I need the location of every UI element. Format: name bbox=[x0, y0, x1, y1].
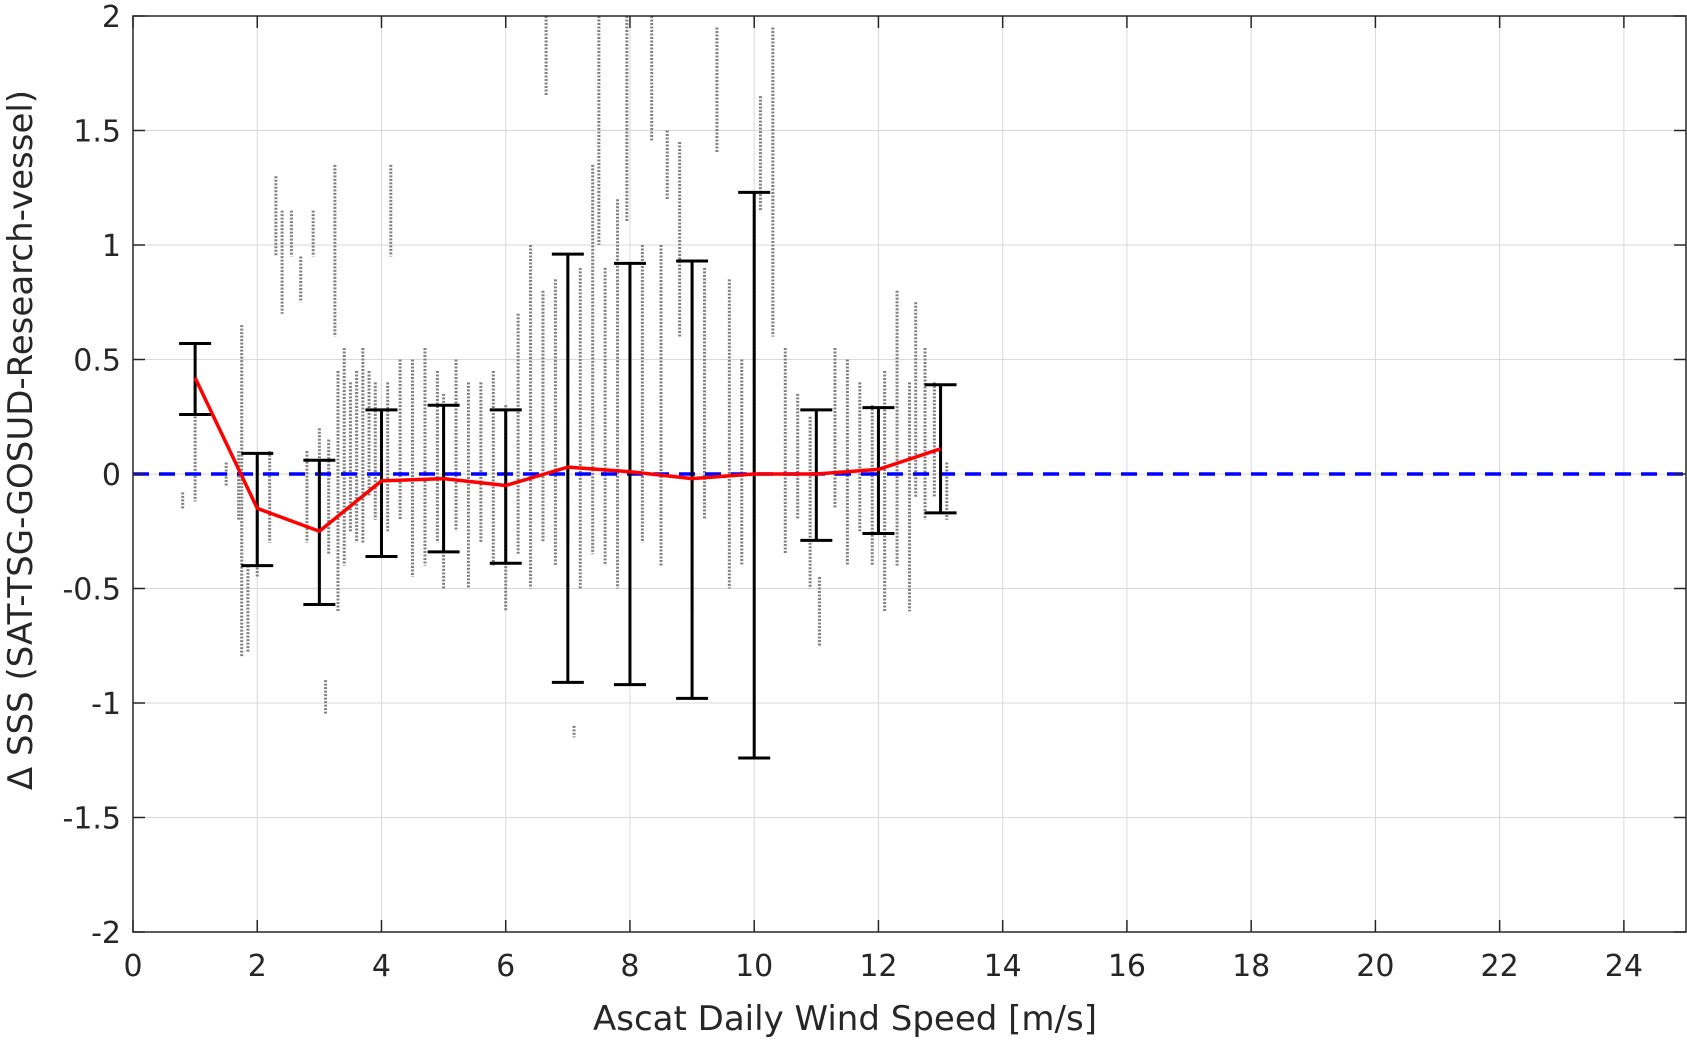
y-tick-label: 0.5 bbox=[73, 344, 121, 379]
scatter-points bbox=[181, 16, 949, 738]
y-tick-label: 0 bbox=[102, 458, 121, 493]
x-tick-label: 0 bbox=[123, 949, 142, 984]
x-tick-label: 2 bbox=[248, 949, 267, 984]
y-tick-label: 1 bbox=[102, 229, 121, 264]
x-tick-label: 24 bbox=[1605, 949, 1643, 984]
x-tick-labels: 0 2 4 6 8 10 12 14 16 18 20 22 24 bbox=[123, 949, 1643, 984]
mean-line-layer bbox=[193, 377, 942, 533]
x-tick-label: 10 bbox=[735, 949, 773, 984]
x-tick-label: 6 bbox=[496, 949, 515, 984]
x-tick-label: 18 bbox=[1232, 949, 1270, 984]
x-tick-label: 22 bbox=[1481, 949, 1519, 984]
error-bar bbox=[365, 408, 398, 558]
y-tick-label: -1.5 bbox=[62, 802, 121, 837]
y-tick-label: 2 bbox=[102, 0, 121, 35]
x-tick-label: 4 bbox=[372, 949, 391, 984]
mean-line bbox=[193, 377, 942, 533]
y-tick-label: 1.5 bbox=[73, 115, 121, 150]
y-tick-labels: -2 -1.5 -1 -0.5 0 0.5 1 1.5 2 bbox=[62, 0, 121, 951]
x-tick-label: 20 bbox=[1356, 949, 1394, 984]
y-axis-title: Δ SSS (SAT-TSG-GOSUD-Research-vessel) bbox=[1, 90, 41, 790]
y-tick-label: -1 bbox=[91, 687, 121, 722]
y-tick-label: -0.5 bbox=[62, 573, 121, 608]
error-bar bbox=[613, 261, 646, 687]
y-tick-label: -2 bbox=[91, 916, 121, 951]
x-tick-label: 12 bbox=[859, 949, 897, 984]
x-tick-label: 16 bbox=[1108, 949, 1146, 984]
x-tick-label: 14 bbox=[984, 949, 1022, 984]
axes-box bbox=[132, 15, 1687, 933]
x-tick-label: 8 bbox=[620, 949, 639, 984]
x-axis-title: Ascat Daily Wind Speed [m/s] bbox=[593, 999, 1097, 1039]
